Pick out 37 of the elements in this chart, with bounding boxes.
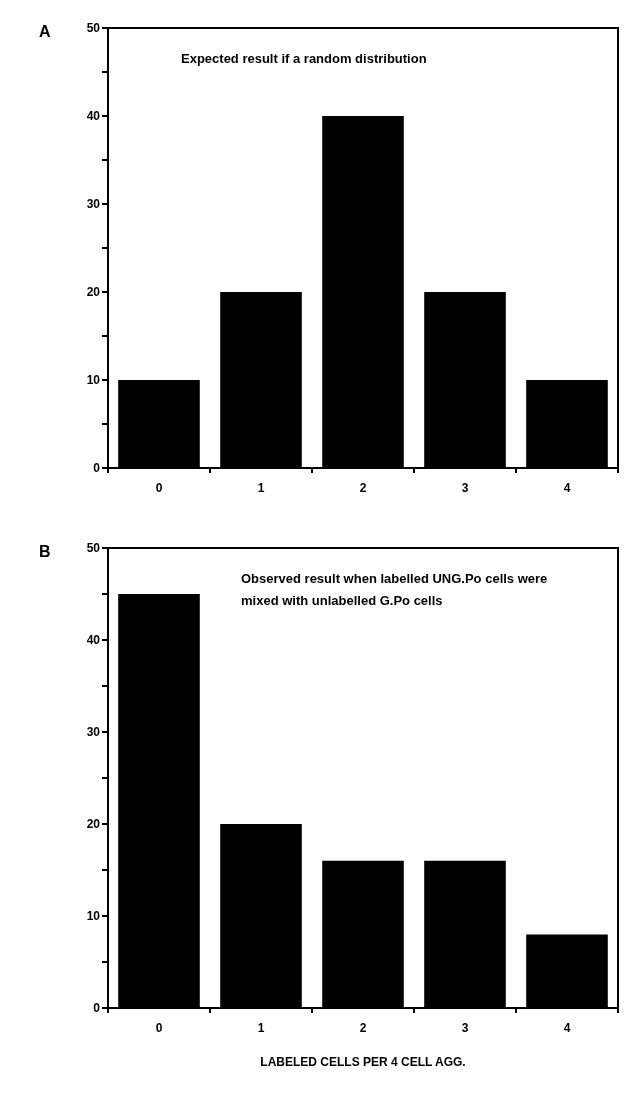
x-tick-label: 1 (257, 481, 265, 495)
x-tick-label: 2 (359, 1021, 367, 1035)
y-tick-label: 40 (86, 633, 101, 647)
y-tick-label: 30 (86, 725, 101, 739)
bar (322, 116, 404, 468)
y-tick-label: 40 (86, 109, 101, 123)
bar (118, 594, 200, 1008)
x-tick-label: 3 (461, 481, 469, 495)
bar (526, 380, 608, 468)
y-tick-label: 50 (86, 21, 101, 35)
annotation: Expected result if a random distribution (181, 50, 427, 66)
x-tick-label: 1 (257, 1021, 265, 1035)
x-tick-label: 4 (563, 1021, 571, 1035)
bar (220, 824, 302, 1008)
annotation: Observed result when labelled UNG.Po cells were mixed with unlabelled G.Po cells (241, 570, 551, 608)
y-tick-label: 30 (86, 197, 101, 211)
chart-title: A (39, 22, 51, 40)
y-tick-label: 20 (86, 817, 101, 831)
x-tick-label: 0 (155, 481, 163, 495)
y-tick-label: 0 (93, 1001, 101, 1015)
x-axis-title: LABELED CELLS PER 4 CELL AGG. (260, 1055, 466, 1069)
y-tick-label: 10 (86, 909, 101, 923)
bar (322, 860, 404, 1008)
x-tick-label: 0 (155, 1021, 163, 1035)
bar (526, 934, 608, 1008)
x-tick-label: 4 (563, 481, 571, 495)
y-tick-label: 0 (93, 461, 101, 475)
bar (220, 292, 302, 468)
y-tick-label: 20 (86, 285, 101, 299)
x-tick-label: 2 (359, 481, 367, 495)
y-tick-label: 10 (86, 373, 101, 387)
bar (118, 380, 200, 468)
bar (424, 292, 506, 468)
bar (424, 860, 506, 1008)
x-tick-label: 3 (461, 1021, 469, 1035)
y-tick-label: 50 (86, 541, 101, 555)
chart-title: B (39, 542, 51, 560)
